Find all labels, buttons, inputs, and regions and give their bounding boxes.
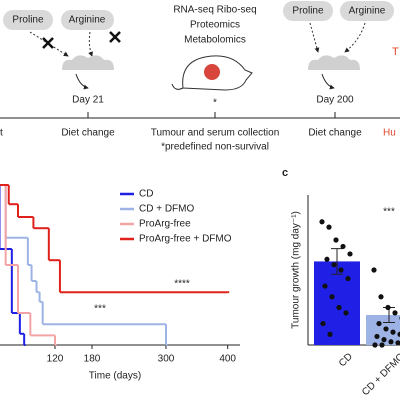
data-point — [376, 320, 382, 327]
data-point — [340, 243, 346, 250]
arrow — [75, 73, 89, 90]
data-point — [395, 340, 400, 346]
pill — [3, 10, 53, 30]
event: Diet change — [308, 128, 362, 139]
data-point — [333, 237, 339, 243]
data-point — [343, 310, 349, 316]
significance: *** — [94, 304, 106, 315]
arrow — [309, 22, 320, 53]
nutrient: Proline — [292, 6, 324, 17]
arrow — [88, 31, 93, 57]
data-point — [347, 251, 353, 257]
arrow — [29, 31, 69, 57]
method: Proteomics — [190, 20, 240, 31]
x-tick-label: CD — [337, 351, 355, 369]
timeline-tick — [87, 112, 336, 118]
y-axis-label: Tumour growth (mg day⁻¹) — [291, 211, 302, 329]
data-point — [345, 275, 351, 282]
data-point — [374, 333, 380, 340]
cut-label: T — [392, 46, 399, 58]
arrow — [321, 73, 335, 90]
nutrient: Arginine — [349, 6, 386, 17]
data-point — [379, 342, 385, 348]
pill — [283, 1, 333, 21]
x-tick-label: 120 — [47, 354, 64, 365]
day-label: Day 21 — [72, 95, 104, 106]
data-point — [326, 224, 332, 230]
panel-label: c — [282, 167, 288, 179]
method: Metabolomics — [184, 35, 246, 46]
data-point — [320, 320, 326, 327]
error-bar — [331, 248, 343, 275]
data-point — [390, 329, 396, 335]
x-axis-label: Time (days) — [89, 371, 141, 382]
data-point — [397, 331, 400, 337]
data-point — [381, 337, 387, 343]
event: Hu — [383, 128, 396, 139]
data-point — [322, 283, 328, 289]
mouse-tail — [171, 83, 184, 90]
x-tick-label: 180 — [84, 354, 101, 365]
data-point — [378, 294, 384, 300]
data-point — [327, 331, 333, 337]
data-point — [383, 326, 389, 332]
significance: *** — [383, 207, 395, 218]
data-point — [371, 267, 377, 273]
nutrient: Proline — [12, 15, 44, 26]
x-tick-label: 300 — [158, 354, 175, 365]
legend-label: CD + DFMO — [139, 204, 195, 215]
data-point — [392, 310, 398, 316]
data-point — [388, 339, 394, 345]
event: Tumour and serum collection — [151, 128, 280, 139]
nutrient: Arginine — [69, 15, 106, 26]
legend-label: ProArg-free — [139, 219, 191, 230]
method: RNA-seq Ribo-seq — [173, 5, 256, 16]
pill — [340, 1, 394, 21]
arrow — [344, 22, 366, 53]
marker: * — [213, 98, 217, 109]
legend-label: ProArg-free + DFMO — [139, 234, 232, 245]
note: *predefined non-survival — [161, 142, 269, 153]
day-label: Day 200 — [316, 95, 354, 106]
legend-label: CD — [139, 189, 153, 200]
data-point — [331, 262, 337, 268]
data-point — [329, 294, 335, 300]
tumour — [204, 64, 220, 80]
x-tick-label: 400 — [219, 354, 236, 365]
bar — [314, 261, 360, 345]
event: t — [0, 128, 3, 139]
food-pile — [308, 55, 360, 70]
significance: **** — [174, 279, 190, 290]
data-point — [338, 267, 344, 273]
data-point — [372, 342, 378, 348]
event: Diet change — [61, 128, 115, 139]
cross — [42, 31, 121, 49]
pill — [61, 10, 114, 30]
data-point — [336, 304, 342, 311]
data-point — [319, 219, 325, 225]
food-pile — [62, 55, 114, 70]
data-point — [324, 256, 330, 262]
data-point — [385, 304, 391, 311]
x-tick-label: CD + DFMO — [360, 351, 400, 398]
